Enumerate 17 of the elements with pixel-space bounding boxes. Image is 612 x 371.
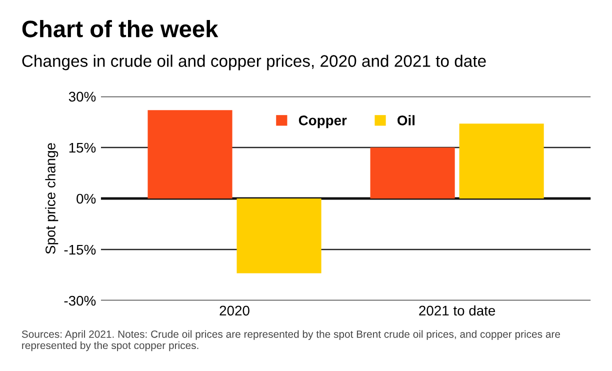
source-note: Sources: April 2021. Notes: Crude oil prices are represented by the spot Brent crude oil prices, and copper prices are represented by the spot copper prices. xyxy=(22,330,560,352)
x-tick-label: 2020 xyxy=(220,306,250,316)
x-tick-label: 2021 to date xyxy=(419,305,496,316)
bar xyxy=(148,110,232,198)
chart-subtitle: Changes in crude oil and copper prices, 2020 and 2021 to date xyxy=(22,54,486,70)
legend-label: Oil xyxy=(398,115,414,126)
bar xyxy=(236,198,322,274)
bar xyxy=(459,124,544,198)
y-tick-label: -15% xyxy=(64,244,96,255)
legend-label: Copper xyxy=(298,116,347,128)
chart-title: Chart of the week xyxy=(22,20,218,38)
y-axis-title: Spot price change xyxy=(45,143,58,254)
y-tick-label: -30% xyxy=(64,296,96,306)
bar xyxy=(370,147,455,198)
y-tick-label: 30% xyxy=(68,92,96,102)
y-tick-label: 15% xyxy=(69,142,96,153)
y-tick-label: 0% xyxy=(76,194,96,204)
